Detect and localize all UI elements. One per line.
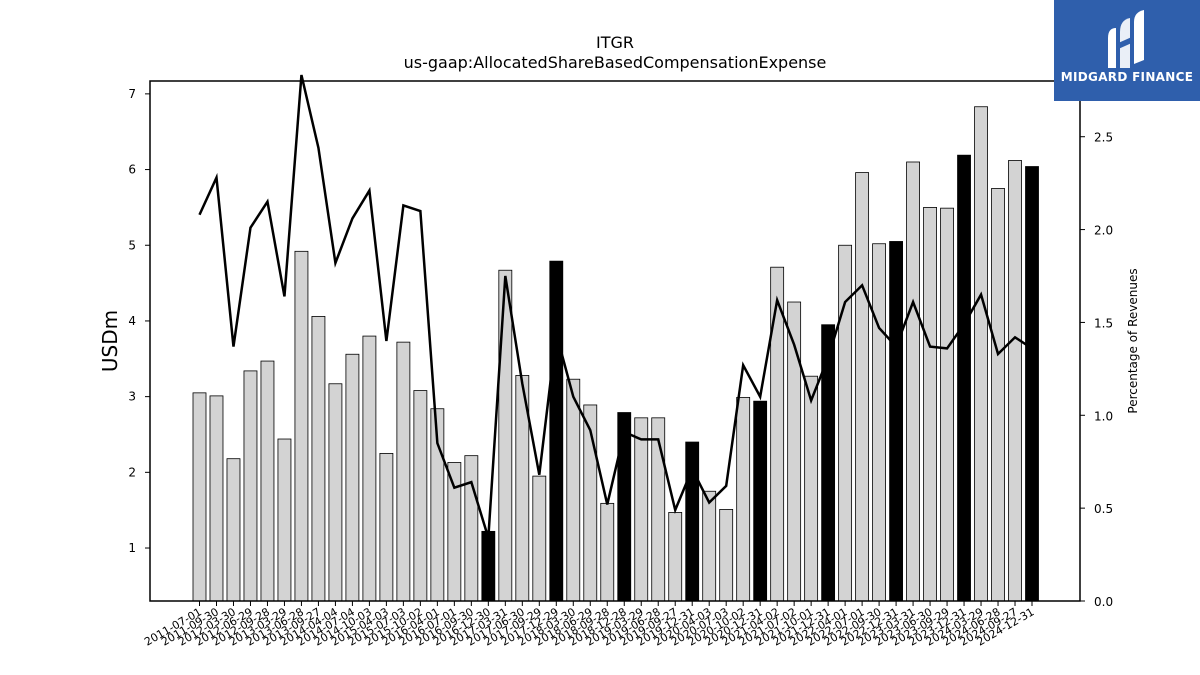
y-axis-right: 0.0 0.5 1.0 1.5 2.0 2.5	[1080, 131, 1113, 609]
y2-tick-label: 1.5	[1094, 316, 1113, 330]
bar-2022-12-31	[889, 241, 903, 602]
bar-2017-12-29	[549, 260, 564, 602]
pct-revenue-line	[198, 74, 1033, 539]
bar-2013-06-28	[294, 250, 309, 602]
bar-2014-07-04	[345, 353, 360, 602]
bar-2012-06-29	[243, 370, 258, 602]
midgard-logo-icon	[1108, 10, 1144, 68]
y2-tick-label: 2.0	[1094, 224, 1113, 238]
bar-2022-07-01	[855, 172, 870, 602]
bar-2020-04-03	[702, 490, 717, 602]
bar-2014-10-03	[362, 335, 377, 602]
bar-2020-12-31	[753, 400, 768, 602]
bar-2013-09-27	[311, 315, 326, 602]
bar-2014-04-04	[328, 383, 343, 602]
bar-2015-04-03	[379, 452, 394, 602]
bar-2012-03-30	[226, 458, 241, 602]
logo-text: MIDGARD FINANCE	[1060, 70, 1194, 84]
bar-2017-09-29	[532, 475, 547, 602]
bar-2017-03-31	[498, 269, 513, 602]
bar-2021-10-01	[804, 375, 819, 602]
y-tick-label: 5	[128, 238, 136, 252]
bar-2015-10-02	[413, 390, 428, 602]
bar-2019-03-29	[634, 417, 649, 602]
bar-2019-06-28	[651, 417, 666, 602]
y-axis-left: 1 2 3 4 5 6 7	[128, 87, 150, 555]
bar-2016-07-01	[447, 462, 462, 602]
y-tick-label: 3	[128, 390, 136, 404]
bar-2015-07-03	[396, 341, 411, 602]
brand-logo: MIDGARD FINANCE	[1054, 0, 1200, 101]
bar-2018-03-30	[566, 378, 581, 602]
line-series	[198, 74, 1033, 539]
bar-series	[192, 106, 1039, 602]
bar-2018-12-28	[617, 412, 632, 602]
bar-2012-09-28	[260, 360, 275, 602]
bar-2024-12-31	[1025, 166, 1039, 602]
y-tick-label: 7	[128, 87, 136, 101]
bar-2011-09-30	[209, 395, 224, 602]
chart-subtitle: us-gaap:AllocatedShareBasedCompensationE…	[404, 53, 827, 72]
y-axis-label: USDm	[98, 310, 122, 372]
y-tick-label: 1	[128, 541, 136, 555]
bar-2024-09-27	[1008, 160, 1022, 602]
y2-tick-label: 1.0	[1094, 409, 1113, 423]
chart-title: ITGR	[596, 33, 634, 52]
bar-2019-09-27	[668, 512, 683, 602]
bar-2023-06-30	[923, 206, 937, 602]
y-tick-label: 6	[128, 163, 136, 177]
bar-2020-07-03	[719, 509, 734, 602]
bar-2022-09-30	[872, 243, 886, 602]
x-axis: 2011-07-012011-09-302012-03-302012-06-29…	[142, 601, 1037, 649]
y2-tick-label: 2.5	[1094, 131, 1113, 145]
bar-2020-10-02	[736, 396, 751, 602]
bar-2019-12-31	[685, 441, 700, 602]
bar-2024-03-29	[974, 106, 988, 602]
y2-tick-label: 0.5	[1094, 502, 1113, 516]
bar-2016-09-30	[464, 455, 479, 602]
bar-2018-09-28	[600, 502, 615, 602]
y-tick-label: 4	[128, 314, 136, 328]
bar-2016-12-30	[481, 530, 496, 602]
bar-2024-06-28	[991, 188, 1005, 602]
plot-frame	[149, 80, 1081, 602]
bar-2021-04-02	[770, 266, 785, 602]
y2-tick-label: 0.0	[1094, 595, 1113, 609]
bar-2013-03-29	[277, 438, 292, 602]
bar-2023-03-31	[906, 161, 920, 602]
bar-2011-07-01	[192, 392, 207, 602]
bar-2023-09-29	[940, 207, 954, 602]
bar-2023-12-31	[957, 154, 971, 602]
y-tick-label: 2	[128, 465, 136, 479]
y2-axis-label: Percentage of Revenues	[1126, 268, 1140, 413]
